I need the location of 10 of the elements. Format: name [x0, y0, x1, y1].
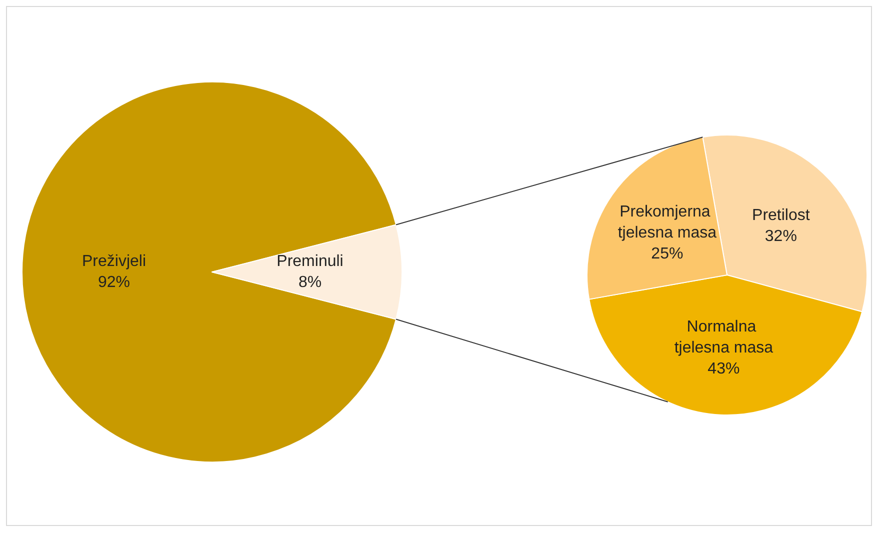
- slice-label: Prekomjerna tjelesna masa: [618, 204, 717, 242]
- data-label: 25%: [651, 246, 684, 263]
- data-label: 92%: [98, 274, 130, 291]
- data-label: 43%: [708, 360, 740, 378]
- slice-label: Preživjeli: [82, 253, 146, 270]
- slice-label: Normalna tjelesna masa: [674, 318, 774, 356]
- data-label: 32%: [764, 228, 797, 245]
- data-label: 8%: [298, 274, 322, 291]
- slice-label: Pretilost: [752, 206, 810, 224]
- slice-label: Preminuli: [276, 253, 344, 270]
